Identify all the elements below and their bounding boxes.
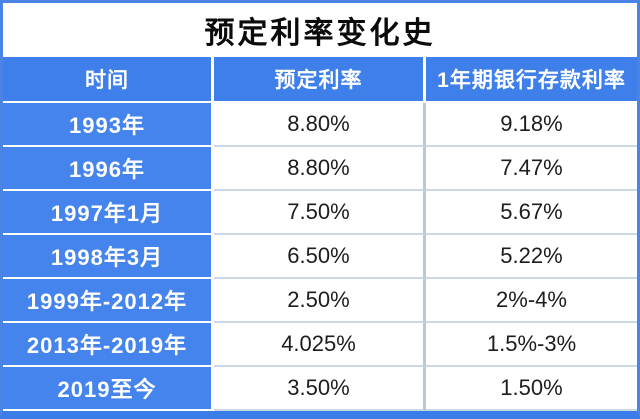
table-cell-scheduled-rate: 6.50% [214, 235, 426, 279]
table-cell-deposit-rate: 9.18% [426, 103, 637, 147]
column-header-deposit-rate: 1年期银行存款利率 [426, 57, 637, 103]
table-cell-scheduled-rate: 3.50% [214, 367, 426, 411]
table-cell-time: 1997年1月 [3, 191, 214, 235]
column-header-time: 时间 [3, 57, 214, 103]
table-cell-scheduled-rate: 4.025% [214, 323, 426, 367]
table-cell-deposit-rate: 5.22% [426, 235, 637, 279]
table-cell-deposit-rate: 5.67% [426, 191, 637, 235]
table-cell-time: 1993年 [3, 103, 214, 147]
table-cell-deposit-rate: 1.50% [426, 367, 637, 411]
page-title: 预定利率变化史 [3, 3, 637, 57]
table-cell-deposit-rate: 1.5%-3% [426, 323, 637, 367]
rate-history-table: 时间 预定利率 1年期银行存款利率 1993年 8.80% 9.18% 1996… [3, 57, 637, 411]
table-cell-scheduled-rate: 8.80% [214, 147, 426, 191]
table-cell-time: 2019至今 [3, 367, 214, 411]
table-cell-time: 1996年 [3, 147, 214, 191]
table-cell-scheduled-rate: 2.50% [214, 279, 426, 323]
table-cell-deposit-rate: 7.47% [426, 147, 637, 191]
column-header-scheduled-rate: 预定利率 [214, 57, 426, 103]
table-cell-deposit-rate: 2%-4% [426, 279, 637, 323]
table-cell-scheduled-rate: 8.80% [214, 103, 426, 147]
table-cell-time: 1999年-2012年 [3, 279, 214, 323]
table-cell-time: 2013年-2019年 [3, 323, 214, 367]
table-cell-time: 1998年3月 [3, 235, 214, 279]
table-cell-scheduled-rate: 7.50% [214, 191, 426, 235]
